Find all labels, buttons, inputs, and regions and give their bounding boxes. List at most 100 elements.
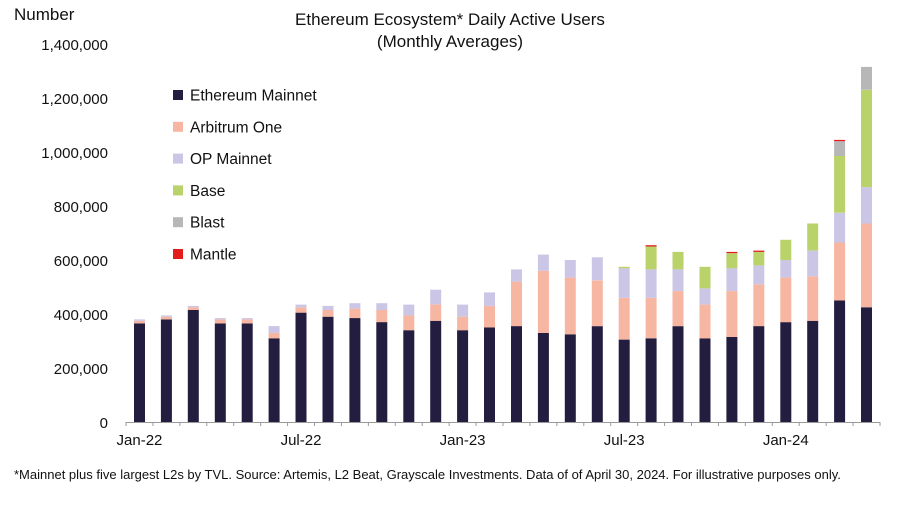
bar-segment [349,318,361,422]
bar-segment [484,292,495,306]
bar-segment [834,242,846,301]
bar-segment [564,260,576,278]
bar-segment [484,305,495,328]
bar-segment [753,326,765,422]
legend-label: Base [190,183,225,200]
bar-segment [160,319,172,422]
bar-segment [349,308,361,318]
bar-segment [834,156,846,213]
bar-segment [591,257,603,281]
legend-swatch [173,121,183,132]
bar-segment [753,250,765,252]
bar-segment [403,304,415,316]
footnote: *Mainnet plus five largest L2s by TVL. S… [14,467,841,482]
y-tick-label: 200,000 [54,361,108,378]
bar-segment [618,339,630,422]
bar-segment [780,277,792,323]
bar-segment [672,291,684,327]
bar-segment [645,246,657,270]
bar-segment [780,322,792,422]
bar-segment [699,338,711,422]
bar-segment [376,322,388,422]
bar-segment [322,316,334,422]
bar-segment [134,323,145,422]
bar-segment [753,265,765,285]
bar-segment [376,309,388,323]
bar-segment [807,250,819,277]
bar-segment [726,253,738,269]
bar-segment [160,316,172,320]
bar-segment [537,270,549,333]
bar-segment [214,319,226,324]
bar-segment [241,318,253,320]
bar-segment [645,245,657,247]
x-tick-label: Jan-22 [117,432,163,449]
bar-segment [861,307,872,423]
bar-segment [322,309,334,317]
bar-segment [699,304,711,339]
bar-segment [214,323,226,422]
y-tick-label: 1,400,000 [41,37,108,54]
legend-swatch [173,249,183,259]
bar-segment [511,281,522,327]
bar-segment [861,223,872,308]
bar-segment [187,307,199,310]
bar-segment [403,330,415,422]
bar-segment [268,326,280,333]
bar-segment [160,315,172,317]
bar-segment [430,320,442,423]
bar-segment [861,89,872,188]
bar-segment [645,297,657,339]
bar-segment [295,307,307,313]
bar-segment [834,139,846,142]
bar-segment [699,288,711,305]
bar-segment [430,289,442,305]
x-tick-label: Jan-23 [440,432,486,449]
bar-segment [457,330,469,422]
bar-segment [295,312,307,422]
bar-segment [726,291,738,337]
bar-segment [861,66,872,90]
bar-segment [187,309,199,422]
bar-segment [807,320,819,423]
bar-segment [564,277,576,335]
y-tick-label: 0 [100,415,108,432]
legend-label: Mantle [190,247,237,264]
bar-segment [834,300,846,422]
bar-segment [268,332,280,339]
bar-segment [753,251,765,266]
legend-swatch [173,153,183,164]
bar-segment [672,326,684,422]
bar-segment [591,280,603,327]
bar-segment [187,305,199,308]
chart-subtitle: (Monthly Averages) [376,32,524,51]
bar-segment [618,266,630,269]
legend-label: Blast [190,215,225,232]
bar-segment [134,319,145,321]
chart-title: Ethereum Ecosystem* Daily Active Users [295,10,605,29]
bar-segment [457,316,469,331]
x-tick-label: Jan-24 [763,432,809,449]
bar-segment [780,260,792,278]
bar-segment [322,305,334,310]
bar-segment [834,212,846,243]
y-tick-label: 400,000 [54,307,108,324]
bar-segment [214,318,226,320]
bar-segment [618,297,630,340]
bar-segment [241,323,253,422]
bar-segment [484,327,495,422]
bar-segment [349,303,361,309]
legend-swatch [173,185,183,196]
bar-segment [780,239,792,261]
y-axis-label: Number [14,5,75,24]
bar-segment [268,338,280,422]
bar-segment [134,320,145,324]
bar-segment [376,303,388,310]
y-tick-label: 1,200,000 [41,91,108,108]
bar-segment [861,187,872,224]
bar-segment [645,269,657,298]
bar-segment [726,336,738,422]
bar-segment [591,326,603,422]
bar-segment [537,332,549,422]
bar-segment [807,223,819,251]
